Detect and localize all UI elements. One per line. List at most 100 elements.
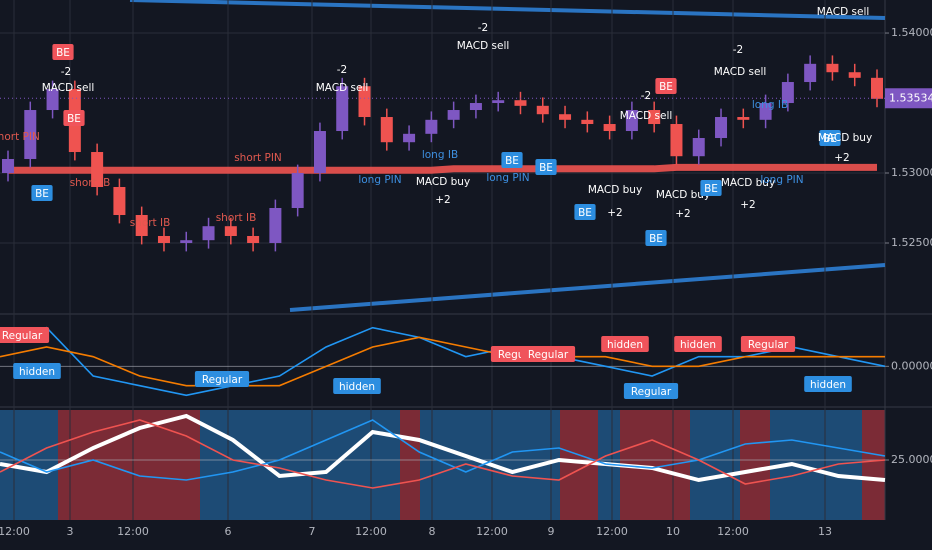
candle-body bbox=[492, 100, 505, 104]
badge bbox=[740, 336, 796, 352]
badge bbox=[645, 230, 667, 246]
annotation: +2 bbox=[740, 199, 755, 211]
y-tick-label: 1.54000 bbox=[891, 26, 932, 39]
badge-label: Regular bbox=[528, 349, 569, 361]
candle-body bbox=[425, 119, 438, 134]
indicator-line bbox=[0, 413, 886, 483]
candle-body bbox=[157, 235, 170, 243]
annotation: MACD buy bbox=[721, 177, 775, 189]
badge bbox=[674, 336, 722, 352]
x-tick-label: 10 bbox=[666, 525, 680, 538]
badge-label: BE bbox=[823, 133, 837, 145]
indicator-line bbox=[0, 326, 886, 397]
badge-label: hidden bbox=[607, 339, 643, 351]
candle-body bbox=[603, 124, 616, 132]
annotation: MACD sell bbox=[714, 66, 767, 78]
badge bbox=[520, 346, 576, 362]
annotation: long PIN bbox=[486, 172, 529, 184]
annotation: MACD sell bbox=[620, 110, 673, 122]
candle-body bbox=[692, 138, 705, 157]
annotation: +2 bbox=[675, 208, 690, 220]
candle-body bbox=[871, 77, 883, 99]
badge-label: BE bbox=[67, 113, 81, 125]
candle-body bbox=[648, 110, 661, 125]
annotation: -2 bbox=[733, 44, 743, 56]
candle-body bbox=[536, 105, 549, 115]
candle-body bbox=[469, 103, 482, 111]
candle-body bbox=[291, 173, 304, 208]
candle-body bbox=[670, 124, 683, 157]
annotation: +2 bbox=[834, 152, 849, 164]
candle-body bbox=[514, 100, 527, 106]
candle-body bbox=[202, 226, 215, 241]
candle-body bbox=[269, 208, 282, 243]
annotation: short IB bbox=[216, 212, 257, 224]
candle-body bbox=[447, 110, 460, 120]
band bbox=[740, 410, 770, 520]
indicator-line bbox=[0, 336, 885, 387]
annotation: MACD buy bbox=[416, 176, 470, 188]
candle-body bbox=[826, 63, 839, 73]
badge-label: Regular bbox=[748, 339, 789, 351]
annotation: long IB bbox=[422, 149, 458, 161]
badge-label: hidden bbox=[19, 366, 55, 378]
annotation: MACD sell bbox=[817, 6, 870, 18]
candle-body bbox=[403, 133, 416, 143]
channel-line bbox=[129, 0, 886, 20]
candle-body bbox=[715, 117, 728, 139]
badge bbox=[655, 78, 677, 94]
channel-line bbox=[289, 263, 886, 312]
candle-body bbox=[559, 114, 572, 120]
indicator-line bbox=[0, 419, 886, 489]
badge bbox=[52, 44, 74, 60]
badge bbox=[194, 371, 250, 387]
adx-bands bbox=[58, 410, 885, 520]
candle-body bbox=[224, 226, 237, 236]
annotation: short IB bbox=[70, 177, 111, 189]
annotation: -2 bbox=[337, 64, 347, 76]
candle-body bbox=[804, 63, 817, 83]
badge bbox=[535, 159, 557, 175]
x-tick-label: 12:00 bbox=[355, 525, 387, 538]
band bbox=[400, 410, 420, 520]
annotation: -2 bbox=[478, 22, 488, 34]
candle-body bbox=[313, 131, 326, 174]
candle-body bbox=[113, 187, 126, 215]
candle-body bbox=[848, 72, 861, 78]
x-tick-label: 12:00 bbox=[476, 525, 508, 538]
annotation: MACD buy bbox=[818, 132, 872, 144]
x-tick-label: 12:00 bbox=[596, 525, 628, 538]
badge-label: BE bbox=[649, 233, 663, 245]
band bbox=[862, 410, 885, 520]
candle-body bbox=[135, 214, 148, 236]
x-tick-label: 12:00 bbox=[117, 525, 149, 538]
badge bbox=[700, 180, 722, 196]
badge-label: Regular bbox=[631, 386, 672, 398]
badge bbox=[819, 130, 841, 146]
badge-label: BE bbox=[704, 183, 718, 195]
badge-label: BE bbox=[578, 207, 592, 219]
x-tick-label: 13 bbox=[818, 525, 832, 538]
candle-body bbox=[180, 240, 193, 243]
annotation: -2 bbox=[61, 66, 71, 78]
annotation: MACD buy bbox=[588, 184, 642, 196]
badge bbox=[333, 378, 381, 394]
annotation: long IB bbox=[752, 99, 788, 111]
indicator-line bbox=[0, 419, 886, 481]
candle-body bbox=[24, 110, 37, 160]
moving-average bbox=[8, 163, 877, 174]
annotation: long PIN bbox=[760, 174, 803, 186]
x-tick-label: 8 bbox=[429, 525, 436, 538]
candle-body bbox=[336, 86, 349, 132]
badge-label: Regular bbox=[2, 330, 43, 342]
candle-body bbox=[380, 117, 393, 143]
badge-label: Regular bbox=[202, 374, 243, 386]
badge-label: hidden bbox=[339, 381, 375, 393]
x-tick-label: 6 bbox=[225, 525, 232, 538]
y-tick-label: 0.00000 bbox=[891, 359, 932, 372]
candle-body bbox=[737, 117, 750, 120]
last-price-box bbox=[885, 88, 932, 109]
annotation: MACD buy bbox=[656, 189, 710, 201]
x-tick-label: 12:00 bbox=[717, 525, 749, 538]
